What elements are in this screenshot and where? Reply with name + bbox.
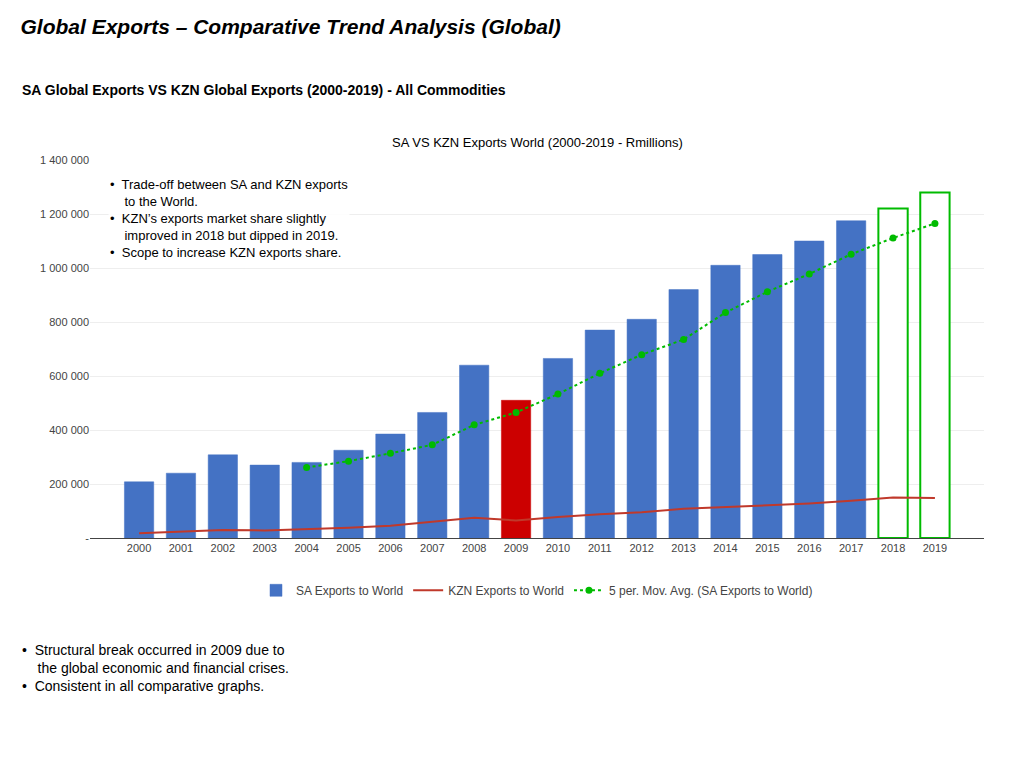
svg-text:800 000: 800 000 [49,316,89,328]
svg-text:2009: 2009 [504,542,528,554]
svg-text:SA VS KZN Exports World (2000-: SA VS KZN Exports World (2000-2019 - Rmi… [392,135,683,150]
svg-text:2011: 2011 [588,542,612,554]
svg-text:200 000: 200 000 [49,478,89,490]
svg-text:2016: 2016 [797,542,821,554]
svg-text:2002: 2002 [211,542,235,554]
svg-text:2003: 2003 [252,542,276,554]
svg-text:2001: 2001 [169,542,193,554]
svg-text:2000: 2000 [127,542,151,554]
svg-text:Global Exports – Comparative T: Global Exports – Comparative Trend Analy… [20,15,560,38]
svg-text:2015: 2015 [755,542,779,554]
svg-text:• Trade-off between SA and KZ: • Trade-off between SA and KZN exports t… [110,177,348,260]
svg-text:400 000: 400 000 [49,424,89,436]
svg-text:-: - [85,532,89,544]
svg-text:2012: 2012 [629,542,653,554]
svg-text:2013: 2013 [671,542,695,554]
svg-text:• Structural break occurred i: • Structural break occurred in 2009 due … [22,642,289,694]
svg-text:5 per. Mov. Avg. (SA Exports t: 5 per. Mov. Avg. (SA Exports to World) [609,584,812,598]
svg-text:2006: 2006 [378,542,402,554]
svg-text:2005: 2005 [336,542,360,554]
svg-text:2018: 2018 [881,542,905,554]
svg-text:2007: 2007 [420,542,444,554]
svg-text:1 000 000: 1 000 000 [40,262,89,274]
svg-text:2019: 2019 [923,542,947,554]
svg-text:600 000: 600 000 [49,370,89,382]
svg-text:2004: 2004 [294,542,318,554]
svg-text:SA Exports to World: SA Exports to World [296,584,403,598]
svg-text:2014: 2014 [713,542,737,554]
svg-text:2010: 2010 [546,542,570,554]
svg-text:1 400 000: 1 400 000 [40,154,89,166]
svg-text:1 200 000: 1 200 000 [40,208,89,220]
svg-text:2008: 2008 [462,542,486,554]
svg-text:SA Global Exports VS KZN Globa: SA Global Exports VS KZN Global Exports … [22,82,506,98]
svg-text:KZN Exports to World: KZN Exports to World [448,584,564,598]
svg-text:2017: 2017 [839,542,863,554]
